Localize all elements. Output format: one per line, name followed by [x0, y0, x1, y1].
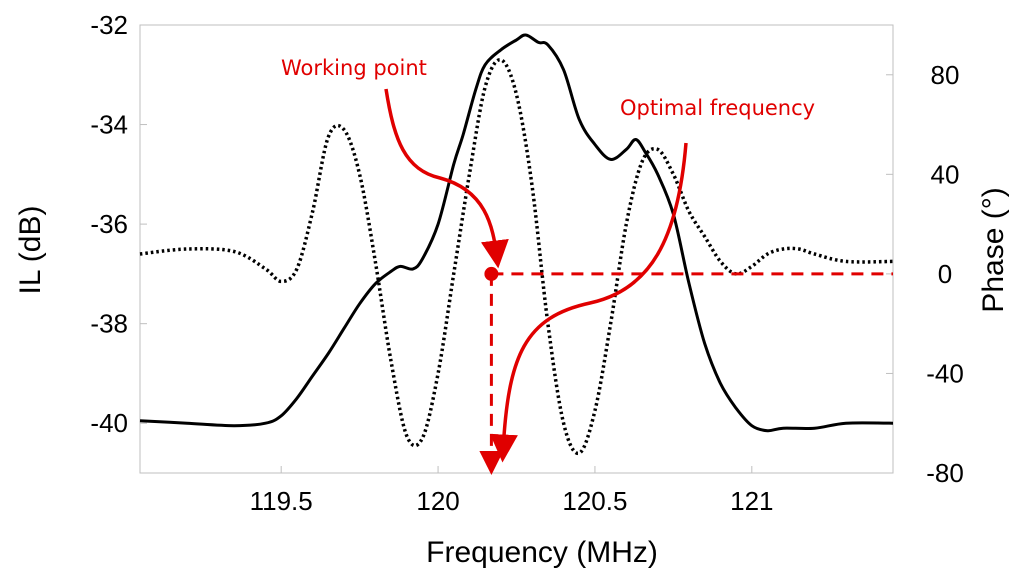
y-right-tick-label: -40 — [926, 358, 964, 388]
y-right-tick-label: 40 — [931, 159, 960, 189]
optimal-frequency-label: Optimal frequency — [620, 96, 815, 120]
working-point-marker — [484, 266, 499, 281]
working-point-label: Working point — [281, 56, 427, 80]
x-tick-label: 120.5 — [562, 486, 627, 516]
working-point-arrow — [384, 88, 509, 269]
y-left-tick-label: -40 — [90, 408, 128, 438]
y-left-tick-label: -36 — [90, 209, 128, 239]
x-tick-label: 121 — [730, 486, 773, 516]
optimal-frequency-arrow — [489, 142, 688, 463]
y-left-axis-ticks: -32 -34 -36 -38 -40 — [90, 10, 147, 438]
y-right-tick-label: 0 — [938, 259, 952, 289]
y-right-tick-label: -80 — [926, 458, 964, 488]
y-left-axis-title: IL (dB) — [14, 206, 47, 295]
y-right-tick-label: 80 — [931, 60, 960, 90]
x-tick-label: 120 — [416, 486, 459, 516]
x-axis-ticks: 119.5 120 120.5 121 — [250, 466, 774, 516]
il-series-line — [139, 33, 894, 433]
plot-frame — [139, 24, 894, 474]
y-left-tick-label: -32 — [90, 10, 128, 40]
x-tick-label: 119.5 — [250, 486, 313, 516]
y-left-tick-label: -38 — [90, 309, 128, 339]
y-right-axis-title: Phase (°) — [977, 187, 1010, 312]
x-axis-title: Frequency (MHz) — [426, 536, 658, 569]
y-left-tick-label: -34 — [90, 110, 128, 140]
y-right-axis-ticks: 80 40 0 -40 -80 — [886, 60, 964, 488]
